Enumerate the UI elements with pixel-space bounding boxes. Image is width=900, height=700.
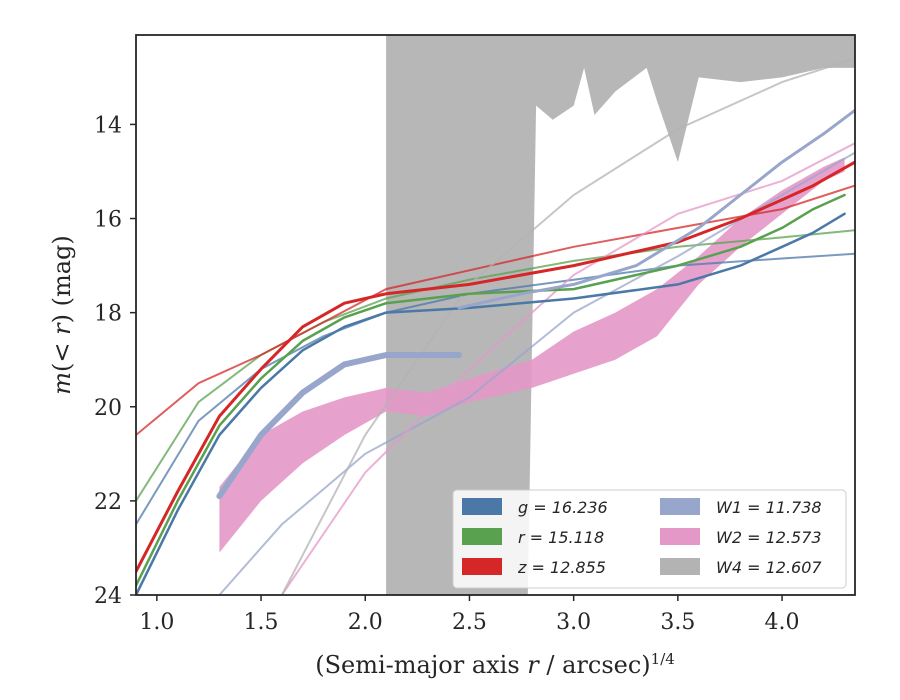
legend-swatch [462, 498, 502, 515]
x-tick-label: 4.0 [765, 610, 800, 635]
x-tick-label: 1.0 [139, 610, 174, 635]
x-tick-label: 1.5 [244, 610, 279, 635]
series-line-w1-4 [457, 108, 855, 310]
legend-label: W4 = 12.607 [716, 558, 822, 577]
band-w2 [219, 157, 845, 553]
legend: g = 16.236 r = 15.118 z = 12.855 W1 = 11.73… [452, 489, 847, 589]
x-tick-label: 2.0 [348, 610, 383, 635]
model-curve-w2-model [281, 142, 855, 595]
model-curve-w4-model [281, 57, 855, 595]
y-axis-ticks: 14 16 18 20 22 24 [94, 113, 136, 609]
series-line-w1-3 [216, 352, 462, 500]
legend-swatch [462, 558, 502, 575]
y-tick-label: 20 [94, 396, 122, 421]
model-curve-g-model [136, 252, 855, 525]
legend-swatch [660, 558, 700, 575]
y-tick-label: 16 [94, 208, 122, 233]
legend-label: r = 15.118 [518, 528, 604, 547]
model-curve-z-model [136, 184, 855, 436]
legend-label: z = 12.855 [517, 558, 606, 577]
x-tick-label: 3.5 [660, 610, 695, 635]
legend-swatch [462, 528, 502, 545]
legend-label: W2 = 12.573 [716, 528, 822, 547]
x-tick-label: 2.5 [452, 610, 487, 635]
bands-layer [219, 35, 855, 595]
series-line-z-2 [136, 160, 855, 573]
x-axis-label: (Semi-major axis r / arcsec)1/4 [315, 650, 675, 679]
model-curve-w1-model [218, 151, 855, 595]
legend-swatch [660, 528, 700, 545]
legend-label: g = 16.236 [518, 498, 608, 517]
legend-box [452, 489, 847, 589]
series-line-r-1 [136, 193, 846, 587]
legend-swatch [660, 498, 700, 515]
x-axis-ticks: 1.0 1.5 2.0 2.5 3.0 3.5 4.0 [139, 595, 800, 635]
plot-frame [135, 34, 856, 596]
band-w4 [386, 35, 855, 595]
y-tick-label: 18 [94, 302, 122, 327]
y-axis-label: m(< r) (mag) [48, 235, 76, 395]
series-line-g-0 [136, 212, 846, 595]
y-tick-label: 22 [94, 490, 122, 515]
y-tick-label: 14 [94, 113, 122, 138]
legend-label: W1 = 11.738 [716, 498, 822, 517]
series-layer [136, 108, 855, 595]
x-tick-label: 3.0 [556, 610, 591, 635]
y-tick-label: 24 [94, 584, 122, 609]
